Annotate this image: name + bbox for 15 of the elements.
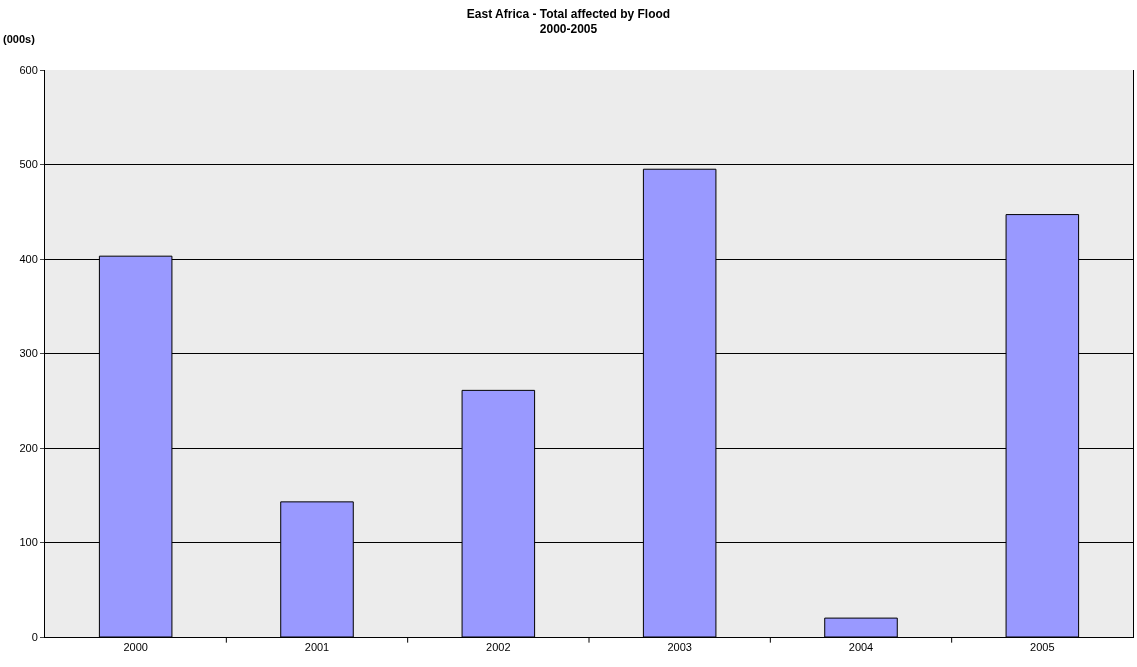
x-tick-label: 2003 [667,641,692,654]
y-tick-label: 300 [19,347,38,360]
y-tick-label: 500 [19,158,38,171]
x-tick-label: 2000 [123,641,148,654]
x-tick-label: 2002 [486,641,511,654]
y-tick-label: 400 [19,252,38,265]
x-tick-label: 2004 [848,641,874,654]
y-tick-label: 0 [31,630,38,643]
y-tick-label: 200 [19,441,38,454]
chart-title: East Africa - Total affected by Flood 2000-2005 [466,6,671,37]
y-tick-label: 100 [19,536,38,549]
y-tick-label: 600 [19,63,38,76]
y-axis-title: (000s) [3,33,36,45]
x-tick-label: 2001 [304,641,330,654]
x-tick-label: 2005 [1030,641,1055,654]
